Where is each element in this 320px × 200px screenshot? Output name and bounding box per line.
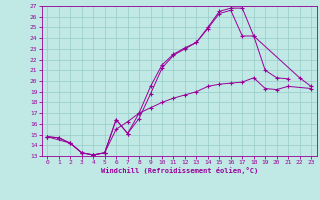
X-axis label: Windchill (Refroidissement éolien,°C): Windchill (Refroidissement éolien,°C): [100, 167, 258, 174]
